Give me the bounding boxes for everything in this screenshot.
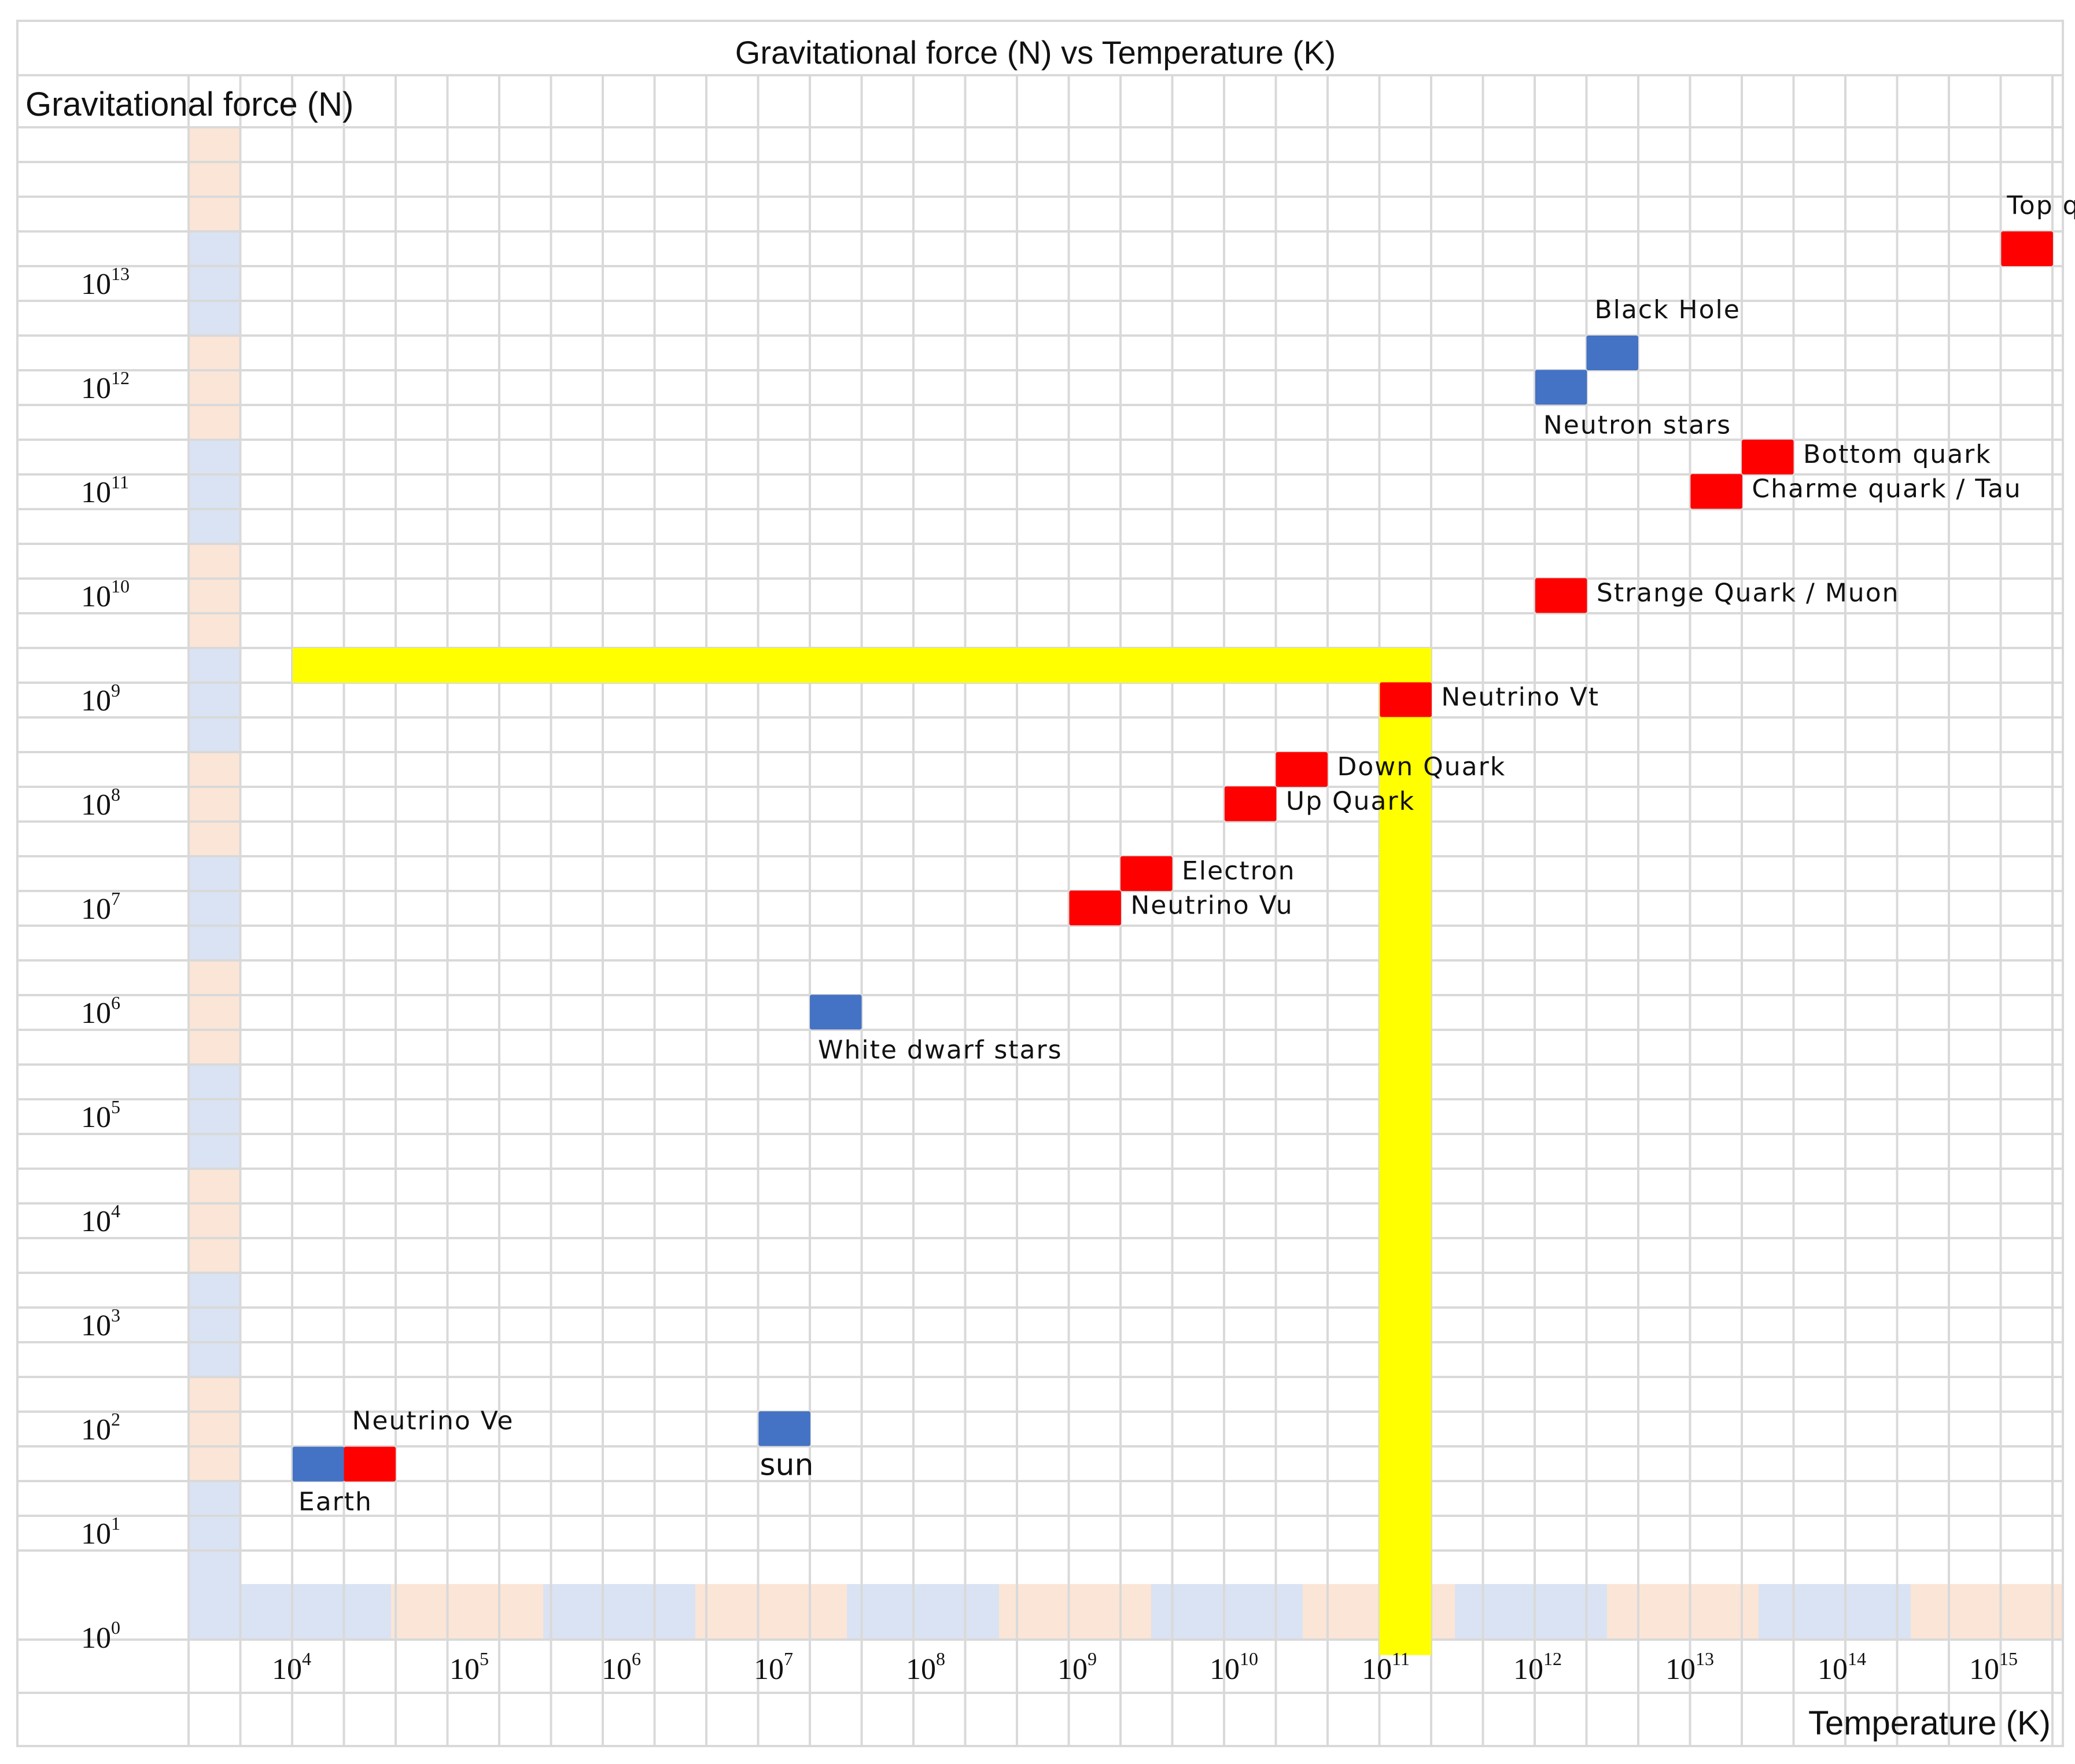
- marker-down-quark: [1276, 752, 1328, 787]
- label-neutrino-ve: Neutrino Ve: [352, 1406, 514, 1436]
- highlight-vertical: [1379, 648, 1431, 1655]
- marker-electron: [1121, 856, 1173, 891]
- x-tick-label: 1013: [1665, 1648, 1714, 1686]
- label-neutrino-vu: Neutrino Vu: [1130, 890, 1293, 920]
- y-tick-label: 108: [81, 784, 120, 822]
- x-tick-label: 105: [449, 1648, 489, 1686]
- y-band: [189, 127, 241, 231]
- x-tick-label: 106: [602, 1648, 641, 1686]
- label-neutron-stars: Neutron stars: [1543, 410, 1731, 440]
- y-band: [189, 648, 241, 752]
- y-tick-labels: 1013 1012 1011 1010 109 108 107 106 105 104 103 102…: [81, 263, 130, 1655]
- x-tick-labels: 104 105 106 107 108 109 1010 1011 1012 1013 1014 10…: [272, 1648, 2018, 1686]
- y-band: [189, 856, 241, 960]
- y-band: [189, 1377, 241, 1481]
- highlight-lines: [292, 648, 1431, 1655]
- label-charme-quark-tau: Charme quark / Tau: [1752, 474, 2021, 503]
- y-band: [189, 752, 241, 856]
- y-band: [189, 336, 241, 440]
- marker-earth: [292, 1446, 345, 1482]
- x-band: [189, 1584, 391, 1640]
- y-tick-label: 109: [81, 680, 120, 717]
- y-band: [189, 1481, 241, 1584]
- label-strange-quark-muon: Strange Quark / Muon: [1597, 578, 1900, 607]
- x-band: [847, 1584, 999, 1640]
- marker-black-hole: [1586, 336, 1638, 370]
- y-tick-label: 1012: [81, 367, 130, 405]
- x-band: [391, 1584, 543, 1640]
- marker-neutrino-ve: [344, 1446, 396, 1482]
- label-black-hole: Black Hole: [1595, 295, 1741, 325]
- x-band: [1455, 1584, 1607, 1640]
- marker-neutrino-vu: [1069, 890, 1121, 926]
- marker-sun: [758, 1411, 810, 1446]
- marker-up-quark: [1224, 786, 1277, 822]
- x-axis-title: Temperature (K): [1808, 1704, 2051, 1742]
- highlight-horizontal: [292, 648, 1431, 683]
- y-tick-label: 102: [81, 1409, 120, 1446]
- label-up-quark: Up Quark: [1286, 786, 1415, 816]
- y-tick-label: 104: [81, 1200, 120, 1238]
- y-band: [189, 1065, 241, 1169]
- x-tick-label: 1010: [1210, 1648, 1258, 1686]
- label-electron: Electron: [1182, 856, 1295, 886]
- marker-bottom-quark: [1742, 440, 1794, 474]
- label-bottom-quark: Bottom quark: [1803, 440, 1992, 469]
- y-tick-label: 1010: [81, 576, 130, 613]
- y-tick-label: 100: [81, 1617, 120, 1655]
- label-sun: sun: [760, 1448, 813, 1482]
- y-tick-label: 105: [81, 1096, 120, 1134]
- chart-title: Gravitational force (N) vs Temperature (…: [735, 34, 1336, 71]
- y-tick-label: 106: [81, 992, 120, 1030]
- y-tick-label: 1013: [81, 263, 130, 301]
- y-band: [189, 440, 241, 544]
- x-tick-label: 104: [272, 1648, 311, 1686]
- marker-neutron-stars: [1535, 370, 1587, 405]
- label-top-quark: Top quark: [2006, 191, 2075, 220]
- label-neutrino-vt: Neutrino Vt: [1441, 682, 1599, 712]
- x-tick-label: 1015: [1969, 1648, 2018, 1686]
- marker-neutrino-vt: [1380, 682, 1432, 717]
- grid-frame: [16, 20, 2064, 1747]
- y-band: [189, 544, 241, 648]
- y-band: [189, 231, 241, 336]
- y-tick-label: 1011: [81, 472, 129, 509]
- data-markers: [292, 231, 2053, 1482]
- y-band: [189, 1169, 241, 1273]
- x-band: [1759, 1584, 1911, 1640]
- x-tick-label: 107: [754, 1648, 793, 1686]
- x-band: [1151, 1584, 1303, 1640]
- y-band: [189, 1273, 241, 1377]
- x-band: [543, 1584, 695, 1640]
- label-earth: Earth: [298, 1487, 373, 1517]
- data-labels: Earth Neutrino Ve sun White dwarf stars Neut…: [298, 191, 2075, 1517]
- marker-strange-quark-muon: [1535, 578, 1587, 613]
- grid-lines: [16, 20, 2064, 1747]
- y-axis-title: Gravitational force (N): [25, 86, 353, 123]
- y-band: [189, 960, 241, 1065]
- x-band: [1911, 1584, 2063, 1640]
- x-tick-label: 1012: [1513, 1648, 1562, 1686]
- marker-white-dwarf-stars: [810, 995, 862, 1030]
- x-band: [695, 1584, 847, 1640]
- label-white-dwarf-stars: White dwarf stars: [818, 1035, 1063, 1065]
- x-band: [1607, 1584, 1759, 1640]
- label-down-quark: Down Quark: [1337, 752, 1506, 782]
- y-tick-label: 107: [81, 888, 120, 926]
- x-tick-label: 1014: [1818, 1648, 1866, 1686]
- x-tick-label: 108: [906, 1648, 945, 1686]
- y-tick-label: 103: [81, 1305, 120, 1342]
- marker-charme-quark-tau: [1690, 474, 1742, 509]
- x-tick-label: 109: [1057, 1648, 1097, 1686]
- x-tick-label: 1011: [1362, 1648, 1410, 1686]
- marker-top-quark: [2001, 231, 2053, 266]
- y-tick-label: 101: [81, 1513, 120, 1551]
- axis-bands: [189, 127, 2063, 1640]
- x-band: [999, 1584, 1151, 1640]
